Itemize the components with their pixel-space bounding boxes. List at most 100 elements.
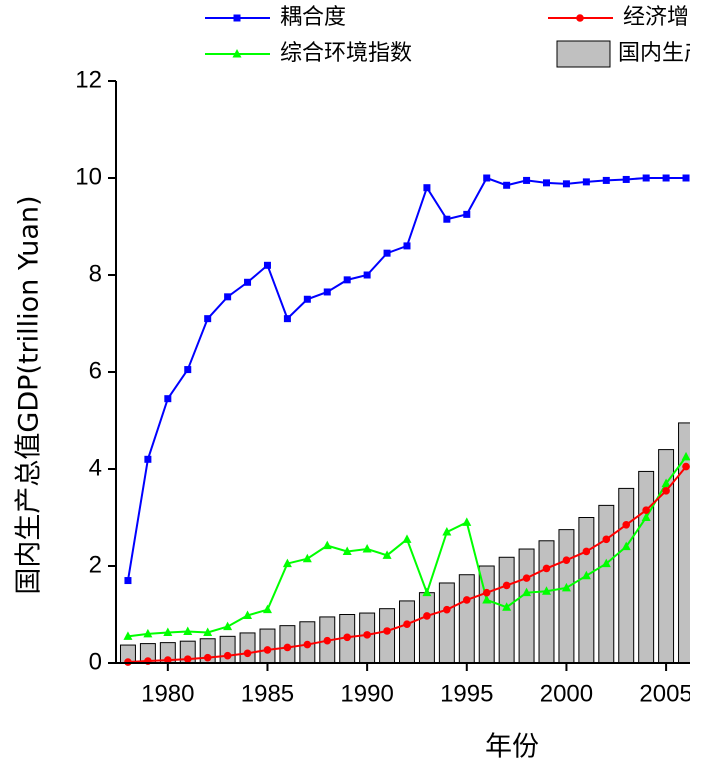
marker [243, 649, 252, 658]
x-axis-label: 年份 [485, 732, 539, 763]
marker [283, 643, 292, 652]
bar [239, 632, 256, 664]
legend-label: 经济增长指数 [623, 5, 690, 30]
y-tick-label: 2 [89, 551, 102, 578]
y-tick-label: 6 [89, 357, 102, 384]
marker [144, 455, 152, 463]
marker [283, 315, 291, 323]
marker [523, 176, 531, 184]
marker [641, 512, 651, 521]
marker [662, 487, 670, 495]
marker [184, 366, 192, 374]
marker [343, 276, 351, 284]
marker [143, 628, 153, 638]
bar [438, 582, 455, 664]
marker [382, 550, 392, 559]
bar [418, 592, 435, 664]
legend-marker [233, 14, 241, 22]
marker [542, 586, 552, 595]
marker [482, 588, 491, 597]
marker [462, 517, 472, 526]
marker [342, 546, 352, 555]
y-tick-label: 0 [89, 648, 102, 675]
marker [402, 534, 412, 543]
marker [303, 295, 311, 303]
chart: 国内生产总值GDP(trillion Yuan) 年份 0 2 4 6 8 10 12 198… [14, 5, 690, 763]
marker [363, 271, 371, 279]
marker [503, 181, 511, 189]
marker [383, 627, 391, 635]
marker [383, 249, 391, 257]
marker [463, 210, 471, 218]
marker [542, 564, 551, 573]
marker [582, 547, 591, 556]
bar [518, 548, 535, 664]
legend-marker [232, 49, 242, 58]
marker [522, 574, 531, 582]
y-tick-label: 12 [75, 66, 102, 93]
marker [164, 656, 172, 664]
marker [183, 655, 192, 663]
marker [323, 636, 332, 645]
marker [681, 451, 690, 461]
marker [682, 174, 690, 182]
x-tick-label: 1995 [440, 680, 493, 707]
marker [323, 288, 331, 296]
bar [578, 517, 595, 664]
bar [638, 470, 655, 664]
marker [403, 620, 411, 628]
marker [483, 174, 491, 182]
bar [538, 540, 555, 664]
marker [124, 577, 132, 585]
y-axis-label: 国内生产总值GDP(trillion Yuan) [14, 195, 45, 594]
marker [244, 278, 252, 286]
marker [502, 602, 512, 611]
y-tick-label: 4 [89, 454, 102, 481]
marker [443, 215, 451, 223]
marker [442, 527, 452, 536]
marker [343, 633, 351, 642]
legend-label: 综合环境指数 [280, 41, 412, 66]
marker [622, 520, 631, 529]
marker [622, 175, 630, 183]
marker [561, 582, 571, 592]
marker [224, 293, 232, 301]
bar [259, 628, 276, 664]
marker [403, 242, 411, 250]
marker [263, 261, 271, 269]
x-tick-label: 2000 [540, 680, 593, 707]
marker [223, 651, 232, 660]
marker [601, 558, 611, 568]
marker [123, 631, 133, 640]
bar [458, 574, 475, 664]
marker [661, 478, 671, 488]
marker [502, 581, 511, 590]
marker [562, 180, 570, 188]
marker [223, 621, 233, 631]
marker [203, 627, 213, 636]
marker [303, 640, 312, 649]
legend-marker [576, 14, 584, 22]
marker [522, 587, 532, 597]
x-tick-label: 1980 [141, 680, 194, 707]
marker [462, 596, 471, 604]
marker [363, 631, 371, 639]
bar [618, 487, 635, 664]
marker [662, 174, 670, 182]
marker [602, 535, 611, 544]
marker [164, 395, 172, 403]
marker [204, 315, 212, 323]
marker [602, 176, 610, 184]
marker [423, 612, 431, 620]
marker [642, 506, 650, 515]
bar [558, 529, 575, 664]
marker [282, 558, 292, 568]
marker [562, 556, 571, 564]
marker [163, 627, 173, 636]
legend-swatch [556, 40, 611, 68]
marker [682, 462, 690, 471]
marker [362, 544, 372, 553]
marker [422, 587, 432, 597]
marker [581, 570, 591, 580]
